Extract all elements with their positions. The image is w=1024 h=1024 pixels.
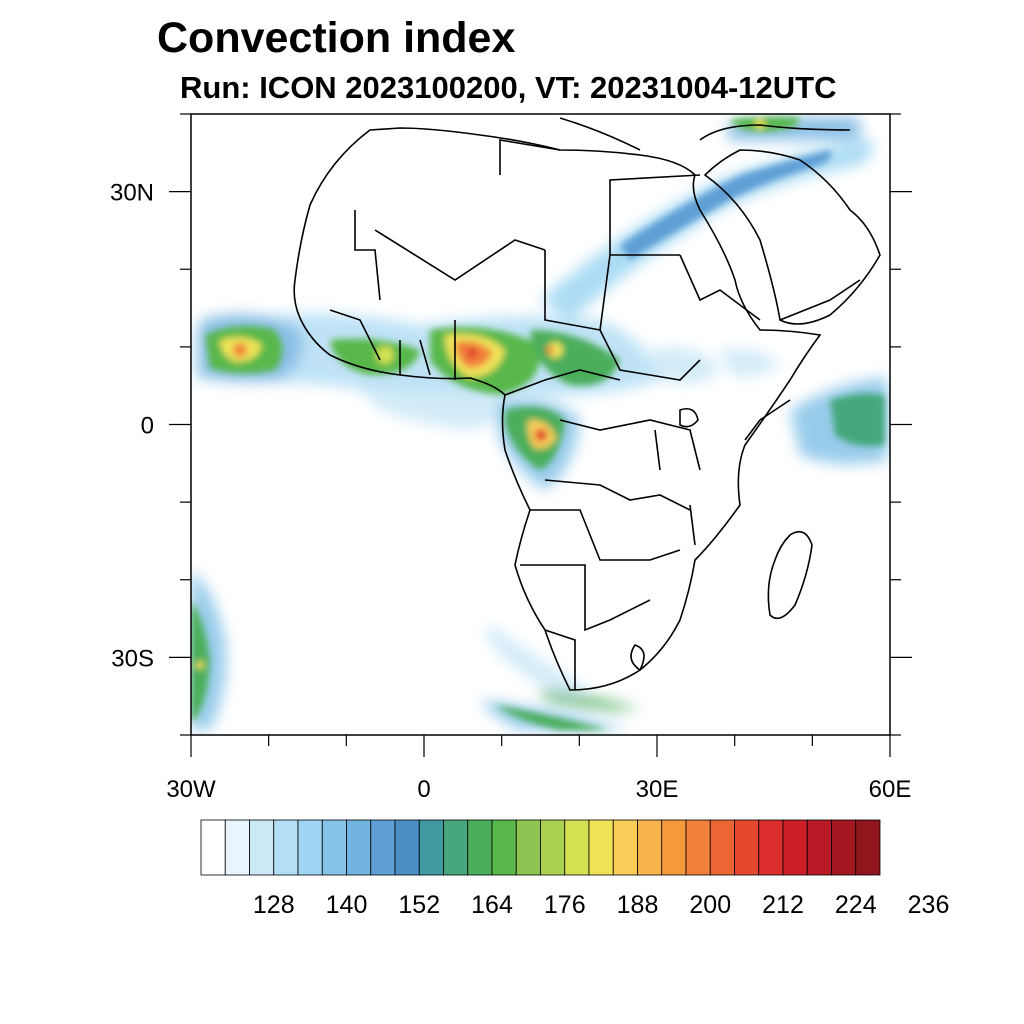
colorbar-label: 176 xyxy=(544,891,586,919)
colorbar-swatch xyxy=(806,819,832,876)
colorbar-swatch xyxy=(515,819,541,876)
colorbar-swatch xyxy=(564,819,590,876)
colorbar-label: 200 xyxy=(689,891,731,919)
lon-tick-label: 30E xyxy=(636,776,679,803)
guinea-coast-peak xyxy=(233,343,247,357)
colorbar-swatch xyxy=(273,819,299,876)
colorbar-label: 224 xyxy=(835,891,877,919)
colorbar-swatch xyxy=(418,819,444,876)
colorbar-swatch xyxy=(346,819,372,876)
colorbar-label: 236 xyxy=(908,891,950,919)
colorbar-swatch xyxy=(831,819,857,876)
border-9 xyxy=(559,419,701,471)
border-14 xyxy=(630,644,645,672)
colorbar-labels: 128 140 152 164 176 188 200 212 224 236 xyxy=(253,891,949,919)
colorbar-label: 140 xyxy=(326,891,368,919)
south-atlantic-core xyxy=(191,600,210,720)
colorbar-swatch xyxy=(685,819,711,876)
border-10 xyxy=(544,479,691,511)
colorbar-swatch xyxy=(321,819,347,876)
border-1 xyxy=(354,210,381,301)
colorbar-swatch xyxy=(200,819,226,876)
colorbar-swatch xyxy=(612,819,638,876)
colorbar-label: 128 xyxy=(253,891,295,919)
colorbar-swatch xyxy=(709,819,735,876)
lake-tanganyika xyxy=(654,429,661,471)
colorbar-swatch xyxy=(443,819,469,876)
lon-tick-label: 60E xyxy=(869,776,912,803)
chart-subtitle: Run: ICON 2023100200, VT: 20231004-12UTC xyxy=(180,70,837,105)
lon-tick-label: 30W xyxy=(166,776,216,803)
colorbar-label: 188 xyxy=(617,891,659,919)
border-6 xyxy=(679,254,761,321)
south-atlantic-hot xyxy=(196,661,204,669)
europe-coast xyxy=(559,117,851,151)
east-africa-shading xyxy=(650,347,720,384)
border-16 xyxy=(419,339,431,376)
colorbar-swatch xyxy=(491,819,517,876)
border-4 xyxy=(499,139,561,175)
colorbar-swatch xyxy=(249,819,275,876)
axis-tick-labels: 30W 0 30E 60E 30N 0 30S xyxy=(110,180,911,803)
lake-victoria xyxy=(679,407,699,428)
colorbar-label: 152 xyxy=(398,891,440,919)
convection-shading xyxy=(191,116,888,730)
colorbar-label: 164 xyxy=(471,891,513,919)
country-outlines xyxy=(293,117,881,691)
colorbar-swatch xyxy=(467,819,493,876)
red-sea-band-core xyxy=(620,150,832,260)
lat-tick-label: 30S xyxy=(111,645,154,672)
colorbar xyxy=(200,819,881,876)
colorbar-swatch xyxy=(734,819,760,876)
colorbar-swatch xyxy=(394,819,420,876)
axis-ticks xyxy=(169,113,912,757)
border-19 xyxy=(779,279,861,321)
southern-ocean-shading-3 xyxy=(540,690,640,711)
africa-coastline xyxy=(293,127,822,691)
border-5 xyxy=(609,174,701,255)
congo-peak xyxy=(535,429,547,441)
colorbar-swatch xyxy=(370,819,396,876)
lat-tick-label: 30N xyxy=(110,180,154,207)
lon-tick-label: 0 xyxy=(417,776,430,803)
nigeria-peak xyxy=(467,348,477,358)
border-20 xyxy=(744,399,791,441)
border-7 xyxy=(599,329,701,381)
med-east-hot xyxy=(755,119,765,129)
lake-malawi xyxy=(689,504,696,546)
border-13 xyxy=(544,629,576,690)
lat-tick-label: 0 xyxy=(141,413,154,440)
indian-ocean-core xyxy=(830,393,885,447)
car-hot xyxy=(547,342,563,358)
med-east-core xyxy=(730,116,800,132)
southern-ocean-shading-2 xyxy=(480,700,630,730)
red-sea-band-shading xyxy=(540,140,874,320)
west-africa-core xyxy=(330,338,420,375)
colorbar-swatch xyxy=(782,819,808,876)
horn-shading xyxy=(720,349,780,377)
chart-title: Convection index xyxy=(157,14,516,62)
southern-ocean-core xyxy=(495,705,610,730)
colorbar-swatch xyxy=(297,819,323,876)
colorbar-swatch xyxy=(855,819,881,876)
border-2 xyxy=(374,229,546,281)
border-12 xyxy=(520,564,651,632)
colorbar-label: 212 xyxy=(762,891,804,919)
colorbar-swatch xyxy=(758,819,784,876)
madagascar-coastline xyxy=(767,530,813,620)
colorbar-swatch xyxy=(661,819,687,876)
colorbar-swatch xyxy=(540,819,566,876)
border-18 xyxy=(329,309,381,361)
car-peak xyxy=(546,346,554,354)
gulf-guinea-shading xyxy=(360,390,502,430)
border-11 xyxy=(530,509,681,561)
arabia-coastline xyxy=(703,149,881,325)
west-africa-hot xyxy=(376,346,394,364)
colorbar-swatch xyxy=(224,819,250,876)
colorbar-swatch xyxy=(637,819,663,876)
colorbar-swatch xyxy=(588,819,614,876)
border-8 xyxy=(504,369,621,396)
